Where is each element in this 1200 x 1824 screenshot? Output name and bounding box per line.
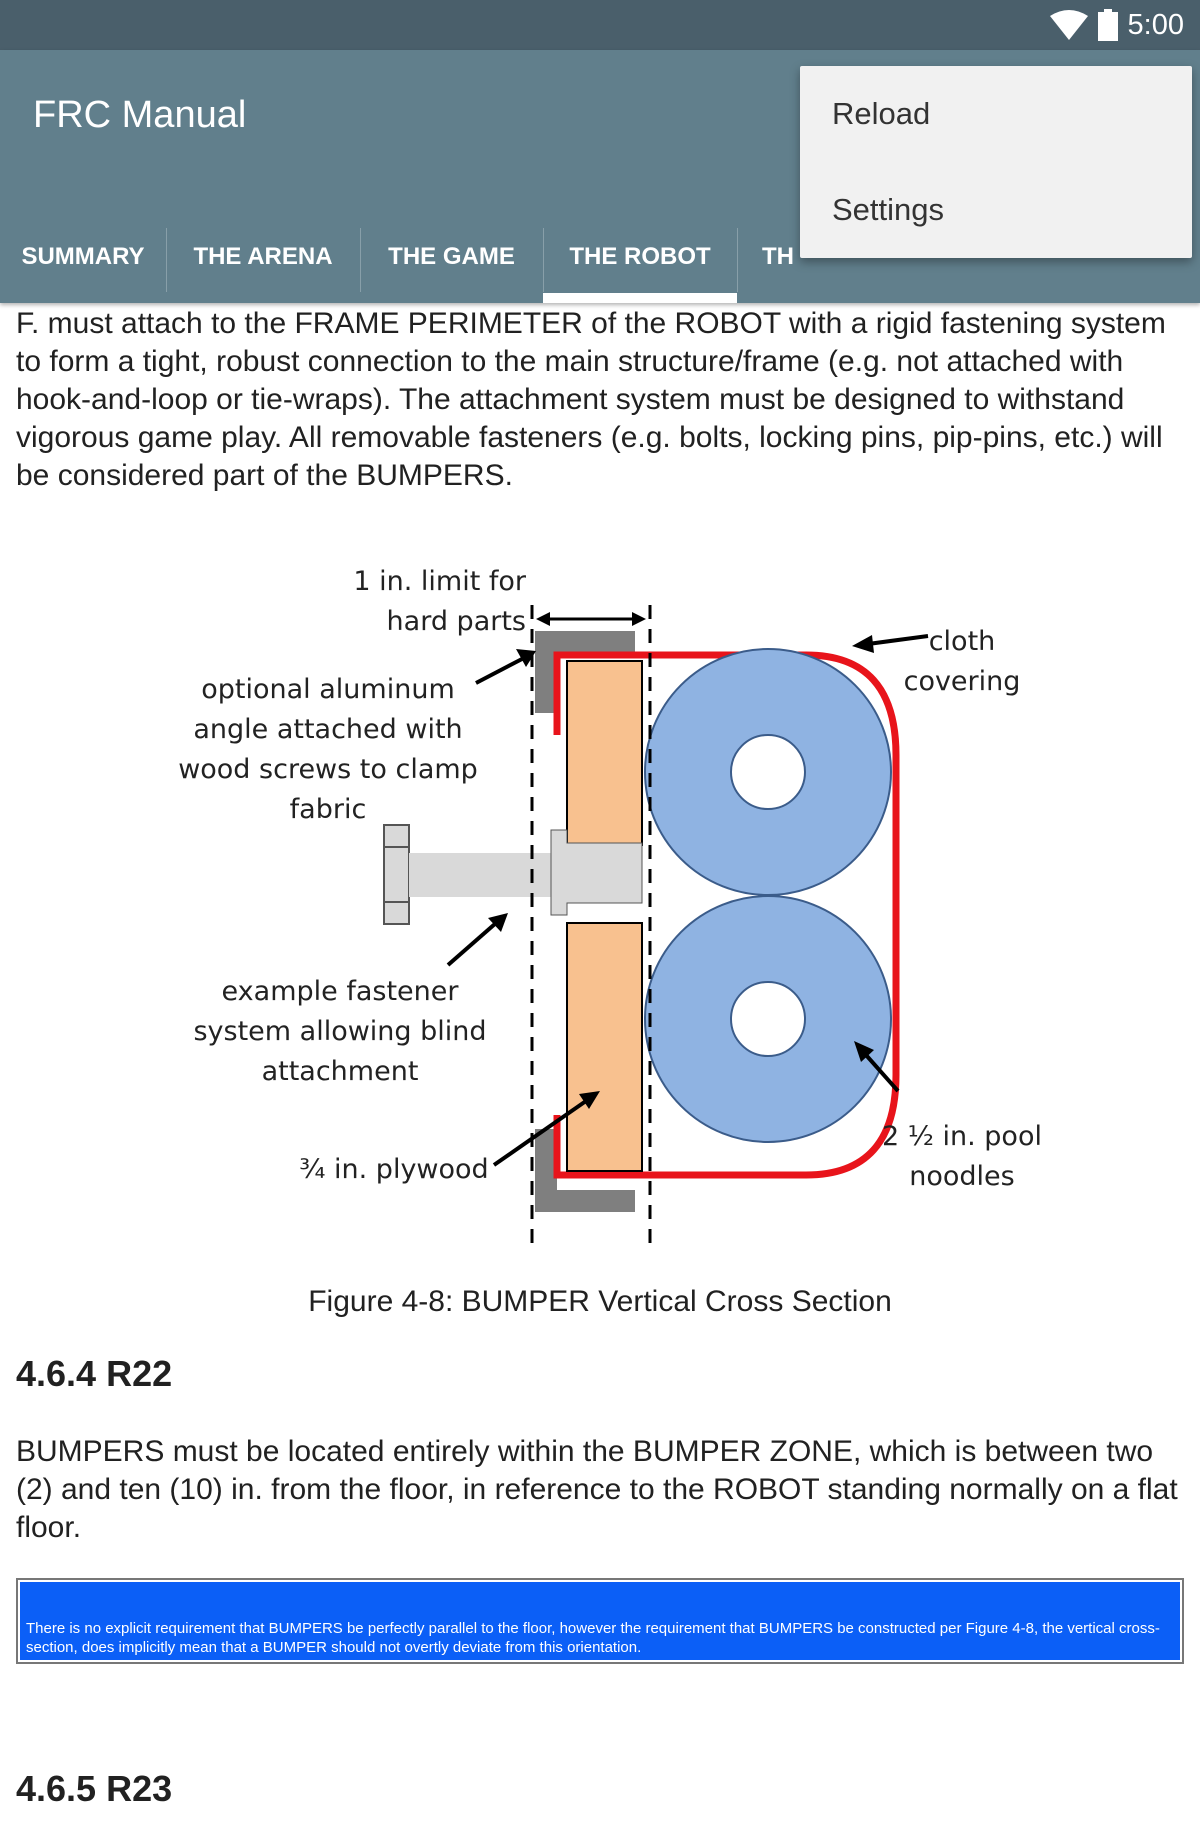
wifi-icon (1049, 10, 1088, 40)
fastener-shaft (409, 853, 569, 897)
plywood-bottom (566, 922, 643, 1172)
status-time: 5:00 (1127, 8, 1184, 41)
status-icons: 5:00 (1049, 0, 1184, 50)
pool-noodle-bottom-hole (730, 981, 806, 1057)
app-title: FRC Manual (33, 94, 247, 136)
cloth-covering (553, 651, 900, 1179)
tab-selected-indicator (543, 293, 737, 303)
angle-label-line2: angle attached with (193, 714, 462, 745)
angle-label-line3: wood screws to clamp (178, 754, 478, 785)
overflow-menu: Reload Settings (800, 66, 1192, 258)
tab-the-arena[interactable]: THE ARENA (166, 210, 360, 303)
fastener-bolt-head-bottom (383, 901, 410, 925)
figure-caption: Figure 4-8: BUMPER Vertical Cross Sectio… (308, 1285, 892, 1318)
tab-summary[interactable]: SUMMARY (0, 210, 166, 303)
note-box: There is no explicit requirement that BU… (16, 1578, 1184, 1664)
section-heading-r23: 4.6.5 R23 (16, 1768, 173, 1809)
section-heading-r22: 4.6.4 R22 (16, 1353, 173, 1394)
battery-icon (1097, 9, 1118, 41)
angle-label-line4: fabric (290, 794, 367, 825)
note-text: There is no explicit requirement that BU… (20, 1582, 1180, 1660)
aluminum-angle-bottom (535, 1190, 635, 1212)
limit-label-line1: 1 in. limit for (353, 566, 527, 597)
noodle-label-line1: 2 ½ in. pool (882, 1121, 1042, 1152)
limit-label-line2: hard parts (387, 606, 526, 637)
bumper-cross-section-diagram: 1 in. limit for hard parts cloth coverin… (178, 566, 1042, 1245)
plywood-top (566, 660, 643, 846)
tab-the-game[interactable]: THE GAME (360, 210, 543, 303)
menu-item-settings[interactable]: Settings (832, 192, 945, 227)
plywood-pointer-line (492, 1099, 588, 1167)
fastener-label-line1: example fastener (222, 976, 460, 1007)
angle-pointer-line (475, 657, 523, 685)
tab-the-robot[interactable]: THE ROBOT (543, 210, 737, 303)
fastener-label-line3: attachment (262, 1056, 419, 1087)
bumper-figure: 1 in. limit for hard parts cloth coverin… (16, 525, 1184, 1285)
tab-label: SUMMARY (21, 242, 145, 270)
cloth-pointer-line (867, 634, 929, 646)
noodle-pointer-line (864, 1053, 900, 1093)
paragraph-f: F. must attach to the FRAME PERIMETER of… (16, 307, 1166, 492)
tab-bar: SUMMARY THE ARENA THE GAME THE ROBOT TH (0, 210, 1200, 303)
noodle-label-line2: noodles (909, 1161, 1014, 1192)
fastener-pointer-line (446, 921, 498, 967)
aluminum-angle-top (535, 631, 635, 653)
tab-label: THE ROBOT (569, 242, 711, 270)
fastener-body (550, 829, 643, 916)
tab-label: TH (762, 242, 794, 270)
aluminum-angle-bottom-leg (535, 1129, 557, 1211)
pool-noodle-top-hole (730, 734, 806, 810)
menu-item-reload[interactable]: Reload (832, 96, 931, 131)
angle-label-line1: optional aluminum (201, 674, 455, 705)
tab-label: THE ARENA (193, 242, 333, 270)
plywood-label: ¾ in. plywood (299, 1154, 488, 1185)
aluminum-angle-top-leg (535, 631, 557, 713)
fastener-bolt-head (383, 846, 410, 903)
fastener-label-line2: system allowing blind (193, 1016, 486, 1047)
cloth-label-line2: covering (904, 666, 1021, 697)
tab-label: THE GAME (388, 242, 515, 270)
fastener-bolt-head-top (383, 824, 410, 848)
tab-next[interactable]: TH (737, 210, 1017, 303)
cloth-label-line1: cloth (929, 626, 996, 657)
status-bar: 5:00 (0, 0, 1200, 50)
manual-content: F. must attach to the FRAME PERIMETER of… (16, 305, 1184, 1810)
paragraph-r22: BUMPERS must be located entirely within … (16, 1435, 1178, 1544)
